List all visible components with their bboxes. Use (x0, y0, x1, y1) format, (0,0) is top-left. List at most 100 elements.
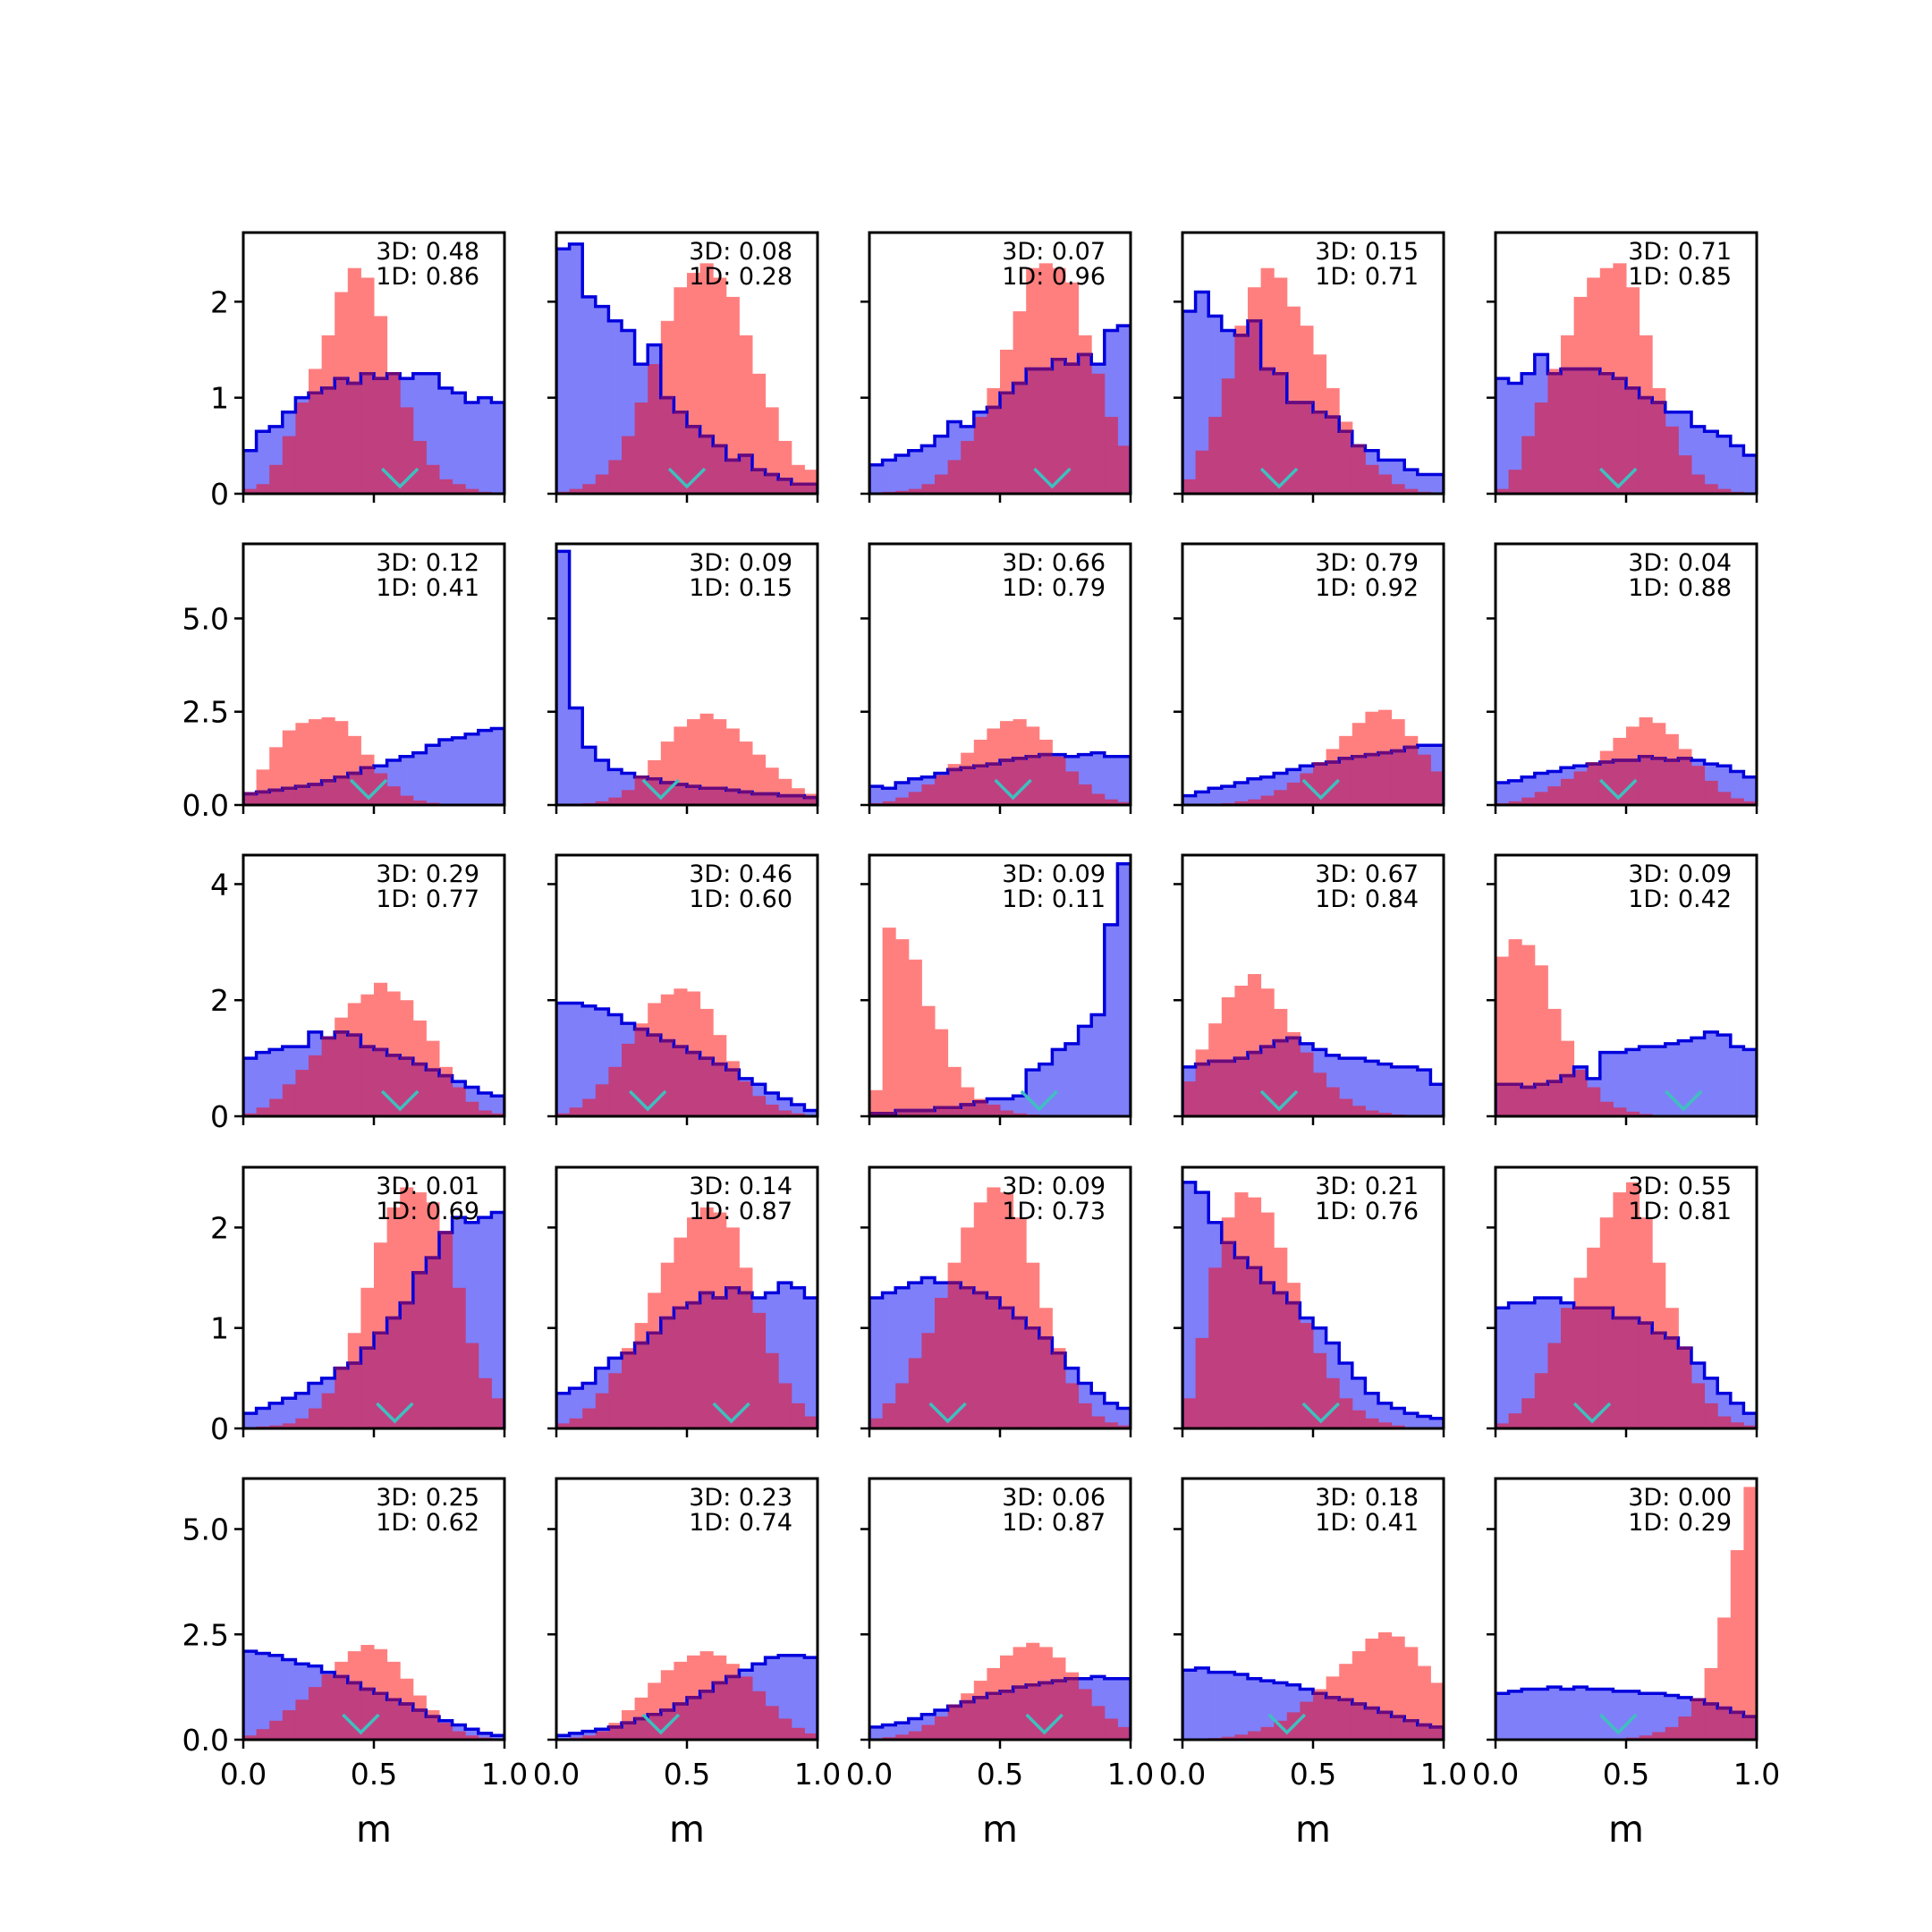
red-bar (400, 1678, 414, 1704)
red-bar (1274, 1247, 1288, 1293)
overlap-bar (987, 764, 1001, 805)
blue-bar (478, 730, 492, 805)
red-bar (439, 1066, 453, 1076)
red-bar (1234, 326, 1249, 335)
overlap-bar (1665, 759, 1679, 805)
overlap-bar (1117, 1726, 1131, 1740)
plot-area (243, 1187, 504, 1428)
y-tick-label: 1 (210, 1311, 229, 1346)
overlap-bar (282, 436, 296, 494)
overlap-bar (1599, 1101, 1614, 1116)
blue-bar (582, 1005, 597, 1116)
x-axis-label: m (1608, 1808, 1644, 1851)
overlap-bar (412, 1063, 427, 1116)
overlap-bar (895, 490, 910, 494)
red-bar (374, 1242, 388, 1334)
y-tick-label: 2.5 (182, 1617, 229, 1652)
overlap-bar (1534, 1084, 1548, 1116)
overlap-bar (804, 797, 818, 805)
overlap-bar (947, 1107, 962, 1116)
overlap-bar (713, 1063, 727, 1116)
overlap-bar (1378, 1113, 1393, 1116)
overlap-bar (1091, 793, 1106, 805)
overlap-bar (660, 397, 674, 494)
red-bar (1326, 749, 1340, 763)
red-bar (987, 1667, 1001, 1694)
red-bar (412, 1020, 427, 1064)
overlap-bar (1026, 1684, 1040, 1740)
red-bar (725, 1227, 740, 1288)
overlap-bar (608, 1066, 623, 1116)
overlap-bar (725, 1676, 740, 1740)
overlap-bar (778, 1383, 792, 1428)
red-bar (1613, 737, 1627, 760)
red-bar (335, 1661, 349, 1677)
overlap-bar (1286, 782, 1301, 805)
overlap-bar (634, 1029, 648, 1116)
red-bar (935, 1029, 949, 1108)
overlap-bar (374, 378, 388, 494)
red-bar (1078, 335, 1092, 355)
overlap-step-line (1221, 1241, 1301, 1305)
blue-bar (608, 769, 623, 805)
blue-bar (1508, 780, 1522, 805)
red-bar (1652, 387, 1666, 403)
blue-bar (1182, 1182, 1197, 1428)
overlap-bar (765, 1105, 779, 1116)
red-bar (947, 1262, 962, 1284)
red-bar (360, 277, 375, 374)
blue-bar (478, 1217, 492, 1428)
red-bar (1717, 1617, 1732, 1708)
overlap-bar (1248, 1731, 1262, 1740)
overlap-bar (947, 1706, 962, 1740)
overlap-bar (1013, 1687, 1027, 1740)
overlap-bar (1521, 1398, 1536, 1428)
overlap-bar (765, 1706, 779, 1740)
overlap-bar (791, 1402, 805, 1428)
overlap-bar (452, 484, 466, 494)
panel-annotation: 3D: 0.66 (1002, 549, 1106, 577)
red-bar (400, 1187, 414, 1303)
v-marker (1599, 1713, 1638, 1735)
plot-area (243, 267, 504, 494)
red-bar (699, 1008, 714, 1059)
plot-area (556, 1207, 818, 1428)
overlap-bar (1587, 764, 1601, 805)
x-tick-label: 1.0 (1420, 1757, 1467, 1792)
y-tick-label: 0 (210, 477, 229, 512)
overlap-bar (1639, 1735, 1653, 1740)
overlap-bar (360, 1348, 375, 1428)
overlap-bar (1000, 1110, 1014, 1116)
blue-bar (556, 1003, 571, 1116)
overlap-step-line (947, 752, 1053, 772)
red-bar (713, 1655, 727, 1683)
overlap-bar (374, 1049, 388, 1116)
blue-bar (1730, 1046, 1744, 1116)
red-bar (908, 959, 922, 1111)
x-tick-label: 0.0 (220, 1757, 267, 1792)
panel-annotation: 1D: 0.73 (1002, 1198, 1106, 1225)
overlap-bar (243, 488, 258, 494)
overlap-bar (1534, 1373, 1548, 1428)
overlap-bar (295, 1070, 309, 1116)
overlap-bar (1286, 1038, 1301, 1116)
blue-bar (426, 373, 440, 494)
overlap-bar (752, 470, 767, 494)
blue-step-line (243, 1649, 504, 1740)
red-bar (360, 754, 375, 768)
overlap-bar (282, 1084, 296, 1116)
overlap-bar (309, 1687, 323, 1740)
panel-annotation: 1D: 0.88 (1628, 574, 1732, 602)
overlap-bar (1274, 1720, 1288, 1740)
v-marker (1599, 778, 1638, 801)
red-bar (622, 1348, 636, 1353)
overlap-bar (1104, 417, 1118, 494)
red-bar (1326, 1676, 1340, 1698)
overlap-bar (295, 402, 309, 494)
red-bar (1038, 263, 1053, 369)
overlap-bar (1352, 1703, 1366, 1740)
overlap-bar (1091, 373, 1106, 494)
x-axis-label: m (669, 1808, 705, 1851)
overlap-bar (1052, 1352, 1066, 1428)
